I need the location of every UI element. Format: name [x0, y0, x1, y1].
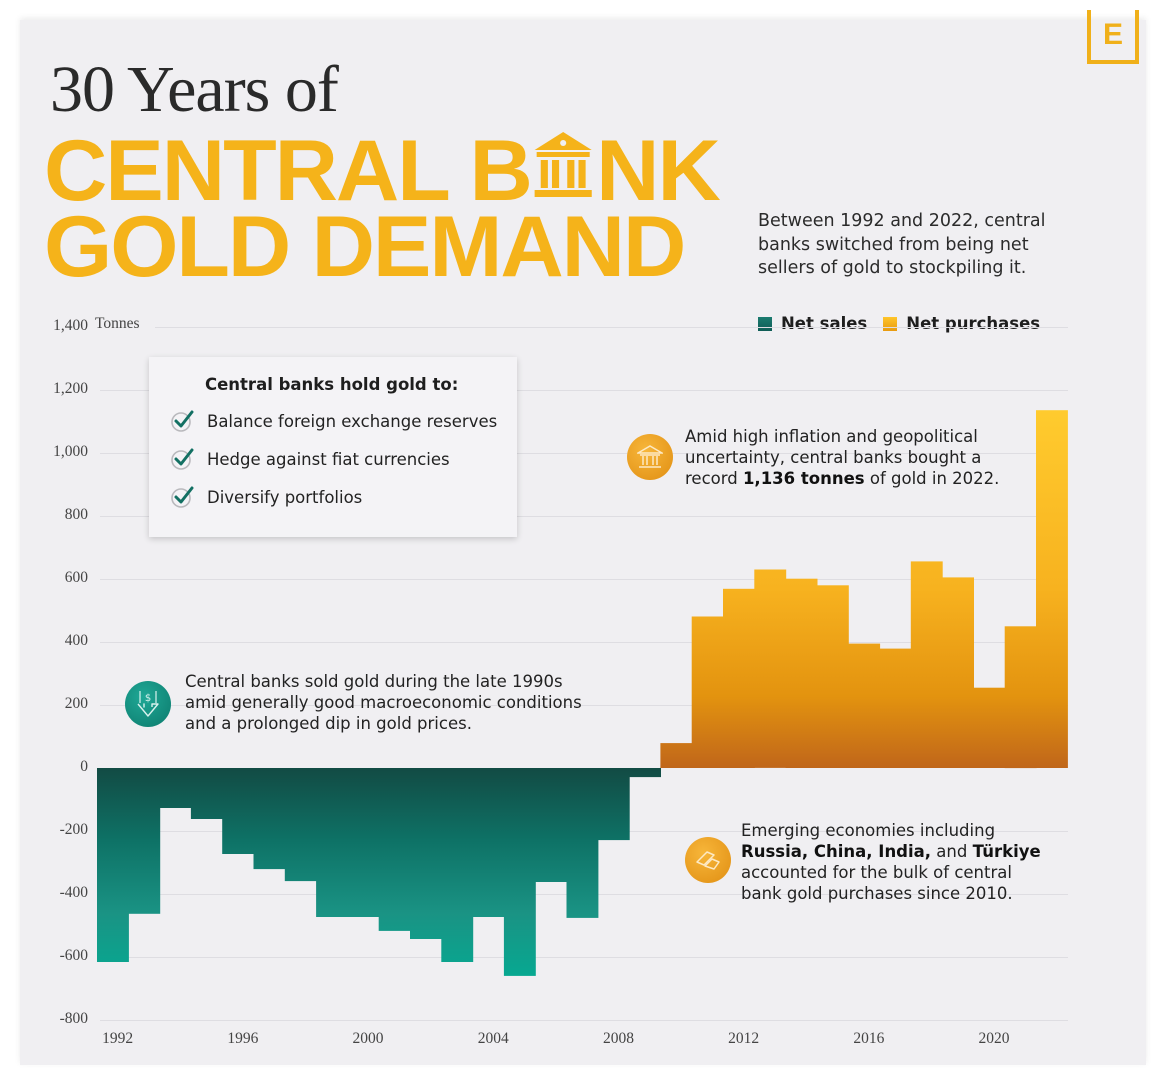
gridline — [100, 390, 1068, 391]
checkmark-icon — [171, 448, 194, 470]
checkmark-icon — [171, 486, 194, 508]
x-tick-label: 1992 — [102, 1030, 134, 1047]
subtitle: Between 1992 and 2022, central banks swi… — [758, 211, 1046, 278]
title-line-1: 30 Years of — [50, 53, 339, 126]
bar-2009 — [629, 768, 661, 778]
gridline — [100, 579, 1068, 580]
bar-2013 — [754, 569, 787, 768]
y-tick-label: -600 — [59, 947, 88, 964]
y-tick-label: 1,200 — [53, 380, 88, 397]
gridline — [100, 705, 1068, 706]
bar-1999 — [316, 768, 348, 917]
x-tick-label: 2008 — [602, 1030, 634, 1047]
x-tick-label: 2020 — [978, 1030, 1010, 1047]
info-box-item: Diversify portfolios — [171, 485, 362, 509]
bank-badge-icon — [627, 434, 673, 480]
bar-1995 — [190, 768, 223, 819]
dollar-down-arrow-icon: $ — [137, 691, 159, 717]
title-line-3: GOLD DEMAND — [44, 199, 686, 295]
bar-2001 — [378, 768, 411, 931]
x-tick-label: 2004 — [477, 1030, 509, 1047]
bar-2019 — [942, 577, 974, 768]
annotation-record-2022: Amid high inflation and geopolitical unc… — [685, 427, 1000, 488]
bar-2005 — [503, 768, 536, 976]
bar-2004 — [472, 768, 505, 917]
bank-icon — [637, 445, 663, 468]
bar-2020 — [973, 687, 1006, 768]
bar-1996 — [222, 768, 255, 854]
gridline — [100, 453, 1068, 454]
bar-1994 — [159, 768, 192, 808]
bar-2017 — [879, 648, 912, 768]
bar-2021 — [1004, 626, 1037, 769]
gridline — [100, 957, 1068, 958]
y-tick-label: 600 — [64, 569, 88, 586]
annotation-late-1990s-sales: Central banks sold gold during the late … — [185, 672, 582, 733]
gold-bars-badge-icon — [685, 837, 731, 883]
x-tick-label: 2012 — [728, 1030, 760, 1047]
y-axis-unit: Tonnes — [95, 315, 140, 332]
bar-2011 — [691, 616, 724, 768]
bar-1997 — [253, 768, 286, 870]
bar-2003 — [441, 768, 474, 962]
y-tick-label: -800 — [59, 1010, 88, 1027]
dollar-down-badge-icon: $ — [125, 681, 171, 727]
bar-1992 — [97, 768, 129, 962]
svg-text:$: $ — [145, 693, 151, 704]
info-box: Central banks hold gold to: Balance fore… — [149, 357, 517, 537]
bar-2010 — [660, 743, 693, 768]
gold-bars-icon — [696, 851, 720, 870]
bar-2007 — [566, 768, 599, 918]
bar-2000 — [347, 768, 380, 917]
bank-icon — [534, 132, 593, 197]
gridline — [100, 516, 1068, 517]
annotation-emerging-economies: Emerging economies including Russia, Chi… — [741, 821, 1041, 903]
info-box-item: Hedge against fiat currencies — [171, 447, 450, 471]
bar-2008 — [597, 768, 630, 841]
title-line-2: CENTRAL B NK — [44, 123, 721, 219]
info-box-item: Balance foreign exchange reserves — [171, 409, 497, 433]
bar-1993 — [128, 768, 161, 914]
publisher-logo: E — [1087, 10, 1139, 64]
y-tick-label: -400 — [59, 884, 88, 901]
bar-2012 — [723, 588, 755, 768]
checkmark-icon — [171, 410, 194, 432]
y-tick-label: 800 — [64, 506, 88, 523]
x-tick-label: 2016 — [853, 1030, 885, 1047]
gridline — [155, 327, 1068, 328]
y-tick-label: -200 — [59, 821, 88, 838]
y-tick-label: 200 — [64, 695, 88, 712]
x-tick-label: 2000 — [352, 1030, 384, 1047]
y-tick-label: 1,400 — [53, 317, 88, 334]
y-tick-label: 0 — [80, 758, 88, 775]
bar-1998 — [284, 768, 317, 882]
info-box-title: Central banks hold gold to: — [205, 375, 459, 394]
y-tick-label: 400 — [64, 632, 88, 649]
gridline — [100, 1020, 1068, 1021]
y-tick-label: 1,000 — [53, 443, 88, 460]
x-tick-label: 1996 — [227, 1030, 259, 1047]
bar-2006 — [535, 768, 568, 882]
bar-2016 — [848, 643, 881, 768]
bar-2022 — [1036, 410, 1068, 768]
bar-2014 — [785, 578, 818, 768]
bar-2002 — [410, 768, 442, 939]
bar-2015 — [816, 585, 849, 768]
bar-2018 — [910, 561, 943, 768]
gridline — [100, 642, 1068, 643]
